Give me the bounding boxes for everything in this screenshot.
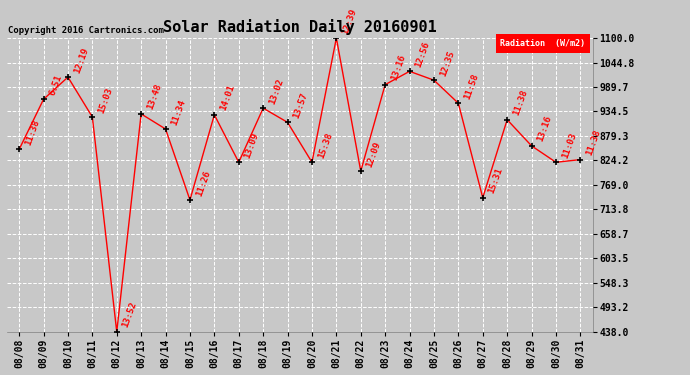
Text: 13:57: 13:57: [292, 91, 309, 120]
Text: 13:09: 13:09: [243, 131, 261, 159]
Text: 11:34: 11:34: [170, 98, 188, 126]
Text: 11:38: 11:38: [23, 118, 41, 147]
FancyBboxPatch shape: [496, 34, 590, 53]
Text: Radiation  (W/m2): Radiation (W/m2): [500, 39, 585, 48]
Title: Solar Radiation Daily 20160901: Solar Radiation Daily 20160901: [163, 20, 437, 36]
Text: 13:52: 13:52: [121, 301, 139, 329]
Text: 13:16: 13:16: [389, 54, 407, 82]
Text: 11:58: 11:58: [462, 72, 480, 100]
Text: 6:51: 6:51: [48, 73, 63, 96]
Text: 15:38: 15:38: [316, 131, 334, 159]
Text: 12:09: 12:09: [365, 140, 382, 168]
Text: 13:16: 13:16: [535, 115, 553, 143]
Text: 11:26: 11:26: [194, 169, 212, 197]
Text: 12:56: 12:56: [414, 40, 431, 69]
Text: 12:19: 12:19: [72, 46, 90, 74]
Text: 12:39: 12:39: [341, 7, 358, 35]
Text: 11:38: 11:38: [511, 88, 529, 117]
Text: Copyright 2016 Cartronics.com: Copyright 2016 Cartronics.com: [8, 26, 164, 35]
Text: 15:03: 15:03: [97, 86, 114, 114]
Text: 12:35: 12:35: [438, 49, 456, 77]
Text: 15:31: 15:31: [487, 166, 504, 195]
Text: 11:03: 11:03: [560, 131, 578, 159]
Text: 14:01: 14:01: [219, 84, 236, 112]
Text: 13:02: 13:02: [267, 77, 285, 105]
Text: 13:48: 13:48: [146, 83, 163, 111]
Text: 11:38: 11:38: [584, 129, 602, 157]
